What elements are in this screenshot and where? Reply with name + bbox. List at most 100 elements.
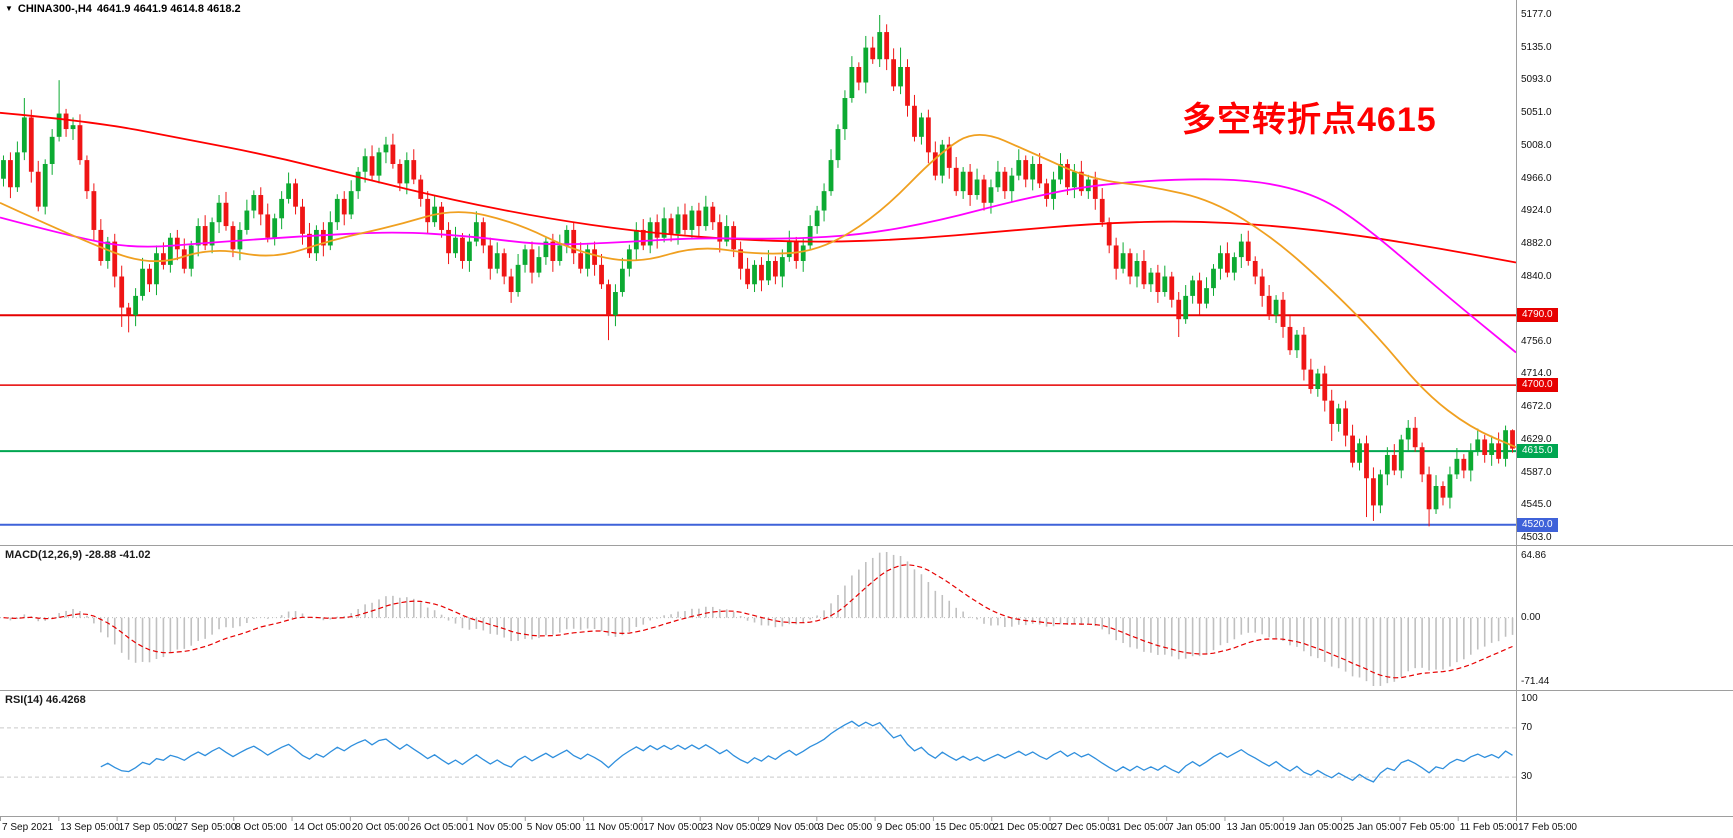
candle-body xyxy=(119,276,125,308)
macd-axis-label: -71.44 xyxy=(1521,676,1550,687)
candle-body xyxy=(619,268,625,293)
macd-axis-label: 0.00 xyxy=(1521,611,1541,623)
candle-body xyxy=(1426,474,1432,510)
candle-body xyxy=(793,241,799,261)
price-axis-label: 4882.0 xyxy=(1521,237,1552,249)
candle-body xyxy=(988,187,994,203)
price-axis-label: 5008.0 xyxy=(1521,140,1552,152)
candle-body xyxy=(891,59,897,87)
candle-body xyxy=(1336,408,1342,424)
candle-body xyxy=(418,179,424,199)
candle-body xyxy=(390,144,396,164)
candle-body xyxy=(856,66,862,83)
candle-body xyxy=(1384,454,1390,475)
candle-body xyxy=(460,237,465,261)
candle-body xyxy=(293,183,298,207)
candle-body xyxy=(84,160,90,192)
price-axis-label: 5093.0 xyxy=(1521,74,1552,86)
candle-body xyxy=(696,210,702,227)
candle-body xyxy=(1099,198,1105,223)
candle-body xyxy=(251,195,257,211)
candle-body xyxy=(1308,369,1314,390)
candle-body xyxy=(244,210,250,230)
candle-body xyxy=(494,253,500,269)
candle-body xyxy=(223,202,229,227)
candle-body xyxy=(682,214,688,230)
candle-body xyxy=(974,179,980,196)
macd-signal-line xyxy=(3,564,1513,679)
candle-body xyxy=(877,32,883,60)
candle-body xyxy=(286,183,291,199)
candle-body xyxy=(202,226,208,246)
time-axis-label: 13 Jan 05:00 xyxy=(1226,822,1285,833)
candle-body xyxy=(946,144,952,168)
candle-body xyxy=(1120,253,1126,269)
candle-body xyxy=(786,241,792,258)
candle-body xyxy=(1238,241,1244,258)
candle-body xyxy=(1113,245,1119,269)
candle-body xyxy=(828,160,834,192)
candle-body xyxy=(1252,260,1258,277)
candle-body xyxy=(1176,299,1182,320)
candle-body xyxy=(174,237,180,250)
time-axis-label: 5 Nov 05:00 xyxy=(526,822,581,833)
price-axis-label: 5177.0 xyxy=(1521,9,1552,20)
candle-body xyxy=(77,125,83,161)
candle-body xyxy=(1412,427,1418,448)
candle-body xyxy=(21,117,27,153)
rsi-indicator-label: RSI(14) 46.4268 xyxy=(5,694,86,706)
candle-body xyxy=(1030,163,1036,180)
annotation-text: 多空转折点4615 xyxy=(1182,101,1437,139)
candle-body xyxy=(473,222,479,242)
price-axis-label: 4587.0 xyxy=(1521,466,1552,478)
candle-body xyxy=(14,152,20,188)
candle-body xyxy=(1078,171,1084,192)
candle-body xyxy=(870,47,876,60)
price-axis-label: 4629.0 xyxy=(1521,434,1552,446)
candle-body xyxy=(766,260,771,281)
candle-body xyxy=(508,276,514,293)
symbol-dropdown-icon[interactable]: ▼ xyxy=(5,4,13,13)
time-axis-label: 26 Oct 05:00 xyxy=(410,822,468,833)
candle-body xyxy=(147,268,152,285)
ma-fast-orange-line xyxy=(0,134,1517,449)
candle-body xyxy=(1377,474,1383,506)
rsi-axis-label: 30 xyxy=(1521,771,1533,783)
candle-body xyxy=(133,295,139,316)
time-axis-label: 17 Nov 05:00 xyxy=(643,822,703,833)
candle-body xyxy=(126,307,132,316)
candle-body xyxy=(154,253,159,285)
candle-body xyxy=(334,198,340,223)
candle-body xyxy=(960,171,966,192)
candle-body xyxy=(369,156,375,176)
time-axis-label: 7 Sep 2021 xyxy=(2,822,54,833)
candle-body xyxy=(314,229,319,254)
candle-body xyxy=(487,245,493,269)
time-axis-label: 14 Oct 05:00 xyxy=(293,822,351,833)
candle-body xyxy=(1482,439,1488,455)
candle-body xyxy=(1398,439,1404,471)
candle-body xyxy=(592,249,597,265)
candle-body xyxy=(919,117,924,137)
candle-body xyxy=(70,125,76,130)
candle-body xyxy=(640,229,646,246)
candle-body xyxy=(981,179,987,203)
price-axis-label: 5051.0 xyxy=(1521,106,1552,118)
candle-body xyxy=(606,284,611,316)
symbol-label: CHINA300-,H4 xyxy=(17,3,92,15)
candle-body xyxy=(397,163,403,184)
candle-body xyxy=(863,47,869,83)
candle-body xyxy=(543,241,549,258)
candle-body xyxy=(1044,183,1049,199)
candle-body xyxy=(1273,299,1279,316)
candle-body xyxy=(1287,326,1293,351)
ohlc-readout: 4641.9 4641.9 4614.8 4618.2 xyxy=(96,3,241,15)
rsi-axis-label: 100 xyxy=(1521,693,1538,704)
time-axis-label: 8 Oct 05:00 xyxy=(235,822,287,833)
candle-body xyxy=(1037,163,1043,184)
candle-body xyxy=(209,222,215,246)
price-axis-label: 4714.0 xyxy=(1521,368,1552,380)
price-axis-label: 4966.0 xyxy=(1521,172,1552,184)
candle-body xyxy=(181,249,187,269)
